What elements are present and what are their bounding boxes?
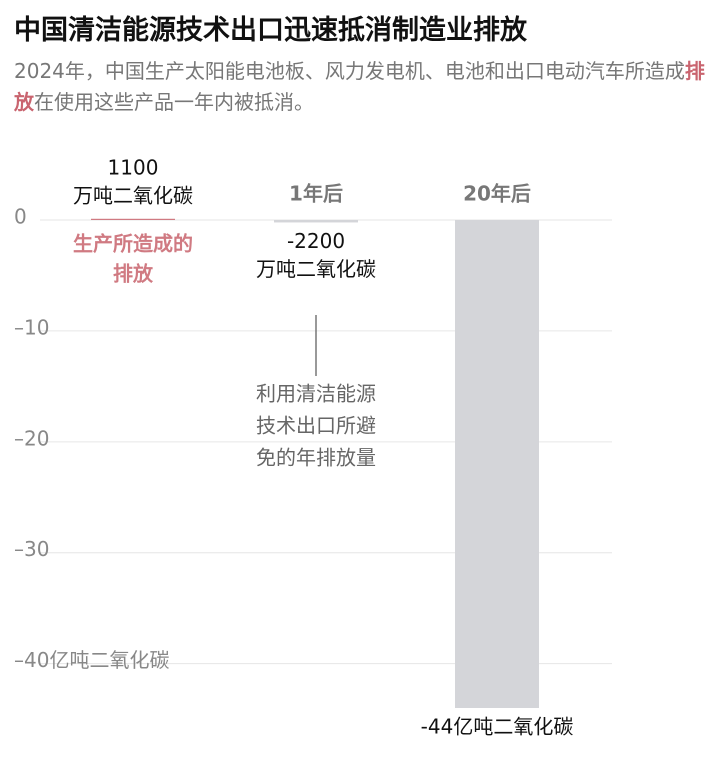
chart-title: 中国清洁能源技术出口迅速抵消制造业排放 [14, 15, 527, 46]
subtitle-part: 在使用这些产品一年内被抵消。 [34, 90, 314, 114]
annotation: 技术出口所避 [256, 414, 376, 438]
y-tick-label: –20 [14, 426, 49, 450]
value-label: -2200 [287, 229, 345, 253]
bar [455, 220, 539, 708]
value-label: -44亿吨二氧化碳 [421, 715, 574, 739]
category-label: 20年后 [463, 182, 531, 206]
bar [91, 218, 175, 220]
annotation: 生产所造成的 [73, 232, 193, 256]
value-label: 万吨二氧化碳 [256, 257, 376, 281]
y-tick-label: –30 [14, 537, 49, 561]
annotation: 排放 [113, 262, 154, 286]
value-label: 1100 [108, 155, 159, 179]
value-label: 万吨二氧化碳 [73, 183, 193, 207]
annotation: 利用清洁能源 [256, 382, 376, 406]
y-tick-label: 0 [14, 205, 27, 229]
y-tick-label: –40亿吨二氧化碳 [14, 648, 169, 672]
subtitle-part: 2024年，中国生产太阳能电池板、风力发电机、电池和出口电动汽车所造成 [14, 59, 685, 83]
subtitle-highlight: 排放 [14, 59, 705, 114]
y-tick-label: –10 [14, 315, 49, 339]
category-label: 1年后 [289, 182, 343, 206]
bar [274, 220, 358, 223]
chart-subtitle: 2024年，中国生产太阳能电池板、风力发电机、电池和出口电动汽车所造成排放在使用… [14, 56, 714, 118]
annotation: 免的年排放量 [256, 446, 376, 470]
